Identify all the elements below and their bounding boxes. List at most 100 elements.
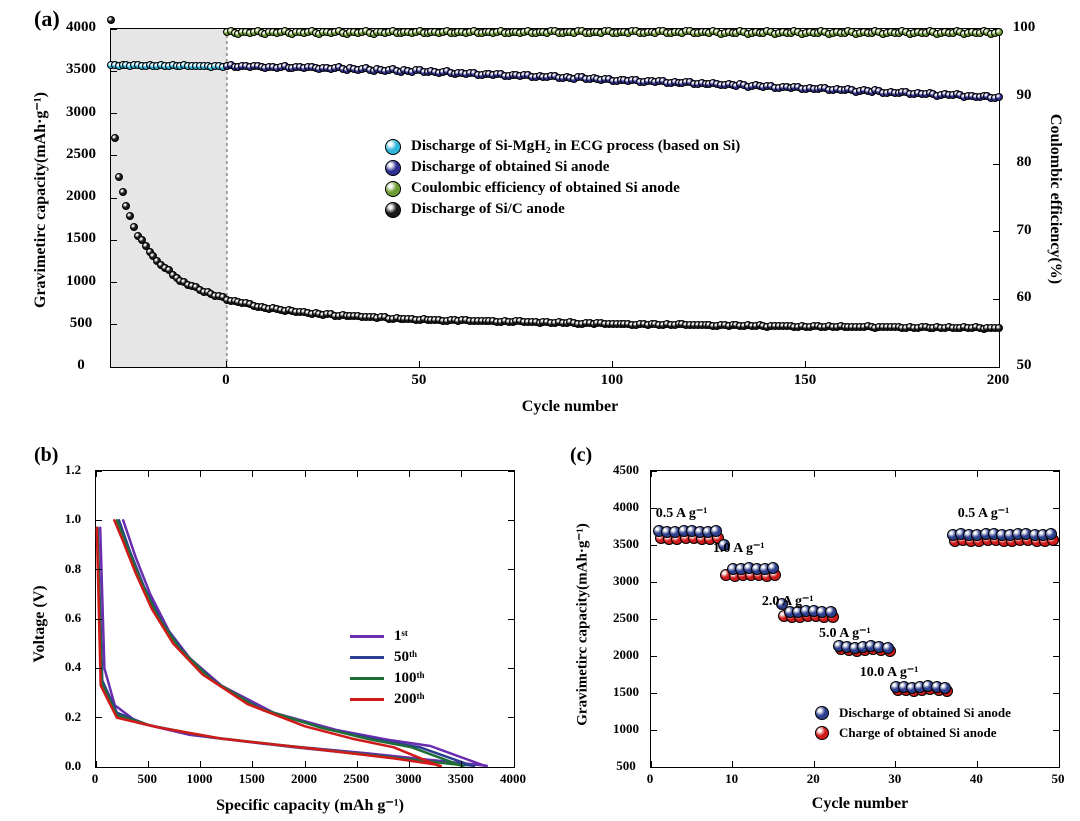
tick-label: 150 xyxy=(780,372,830,389)
tick xyxy=(148,761,149,767)
legend-line-icon xyxy=(350,698,384,701)
tick xyxy=(96,619,102,620)
rate-annotation: 10.0 A g⁻¹ xyxy=(860,664,919,681)
legend-item: 100ᵗʰ xyxy=(350,670,425,687)
tick xyxy=(419,361,420,367)
tick xyxy=(814,471,815,477)
legend-marker-icon xyxy=(815,726,829,740)
sic-point xyxy=(122,202,130,210)
tick xyxy=(651,471,657,472)
panel-b-label: (b) xyxy=(34,444,58,467)
discharge-point xyxy=(1045,528,1057,540)
tick-label: 500 xyxy=(125,771,169,787)
tick xyxy=(357,471,358,477)
tick-label: 10 xyxy=(714,771,750,787)
tick-label: 1500 xyxy=(58,230,104,247)
panel-a-yright-label: Coulombic efficiency(%) xyxy=(1046,59,1064,339)
sic-point xyxy=(119,188,127,196)
tick xyxy=(200,761,201,767)
tick xyxy=(111,240,117,241)
tick-label: 1000 xyxy=(606,721,646,737)
sic-point xyxy=(126,212,134,220)
tick-label: 80 xyxy=(1004,154,1044,171)
tick-label: 200 xyxy=(973,372,1023,389)
tick xyxy=(252,471,253,477)
discharge-point xyxy=(825,606,837,618)
tick xyxy=(96,569,102,570)
tick xyxy=(651,693,657,694)
legend-label: Coulombic efficiency of obtained Si anod… xyxy=(411,180,680,197)
tick-label: 2500 xyxy=(334,771,378,787)
tick xyxy=(409,471,410,477)
legend-item: Discharge of Si-MgH₂ in ECG process (bas… xyxy=(385,138,740,155)
tick-label: 500 xyxy=(606,758,646,774)
tick xyxy=(1053,767,1059,768)
legend-label: 50ᵗʰ xyxy=(394,649,417,666)
tick-label: 3000 xyxy=(58,104,104,121)
legend-item: 50ᵗʰ xyxy=(350,649,425,666)
tick-label: 4000 xyxy=(606,499,646,515)
curve-c1_dis xyxy=(100,528,487,766)
tick xyxy=(1053,582,1059,583)
tick xyxy=(96,471,97,477)
legend-item: Charge of obtained Si anode xyxy=(815,725,1011,741)
tick xyxy=(977,471,978,477)
tick xyxy=(508,520,514,521)
tick-label: 1500 xyxy=(230,771,274,787)
tick xyxy=(252,761,253,767)
tick xyxy=(1059,471,1060,477)
sic-point xyxy=(130,223,138,231)
tick xyxy=(1053,471,1059,472)
tick xyxy=(1053,619,1059,620)
legend-line-icon xyxy=(350,677,384,680)
panel-a-x-label: Cycle number xyxy=(450,398,690,416)
tick-label: 60 xyxy=(1004,289,1044,306)
tick-label: 90 xyxy=(1004,87,1044,104)
tick xyxy=(96,717,102,718)
tick xyxy=(651,619,657,620)
panel-b-x-label: Specific capacity (mAh g⁻¹) xyxy=(180,795,440,815)
tick-label: 100 xyxy=(1004,19,1044,36)
legend-item: 200ᵗʰ xyxy=(350,691,425,708)
tick xyxy=(1053,730,1059,731)
tick-label: 4000 xyxy=(58,19,104,36)
tick-label: 30 xyxy=(877,771,913,787)
tick-label: 3500 xyxy=(606,536,646,552)
legend-item: Discharge of Si/C anode xyxy=(385,201,740,218)
tick xyxy=(805,361,806,367)
rate-annotation: 5.0 A g⁻¹ xyxy=(819,625,871,642)
legend-marker-icon xyxy=(385,139,401,155)
tick xyxy=(508,767,514,768)
tick xyxy=(111,367,117,368)
rate-annotation: 0.5 A g⁻¹ xyxy=(656,505,708,522)
panel-b-y-label: Voltage (V) xyxy=(31,524,49,724)
tick xyxy=(514,471,515,477)
legend-label: 100ᵗʰ xyxy=(394,670,425,687)
tick xyxy=(993,231,999,232)
legend-label: Discharge of obtained Si anode xyxy=(411,159,609,176)
tick xyxy=(814,761,815,767)
tick xyxy=(111,71,117,72)
rate-annotation: 0.5 A g⁻¹ xyxy=(958,505,1010,522)
panel-c-x-label: Cycle number xyxy=(760,795,960,813)
rate-annotation: 1.0 A g⁻¹ xyxy=(713,540,765,557)
legend-marker-icon xyxy=(815,706,829,720)
legend-marker-icon xyxy=(385,160,401,176)
legend-item: Discharge of obtained Si anode xyxy=(385,159,740,176)
tick xyxy=(461,761,462,767)
tick-label: 2500 xyxy=(58,146,104,163)
tick xyxy=(111,282,117,283)
tick xyxy=(732,471,733,477)
tick-label: 2500 xyxy=(606,610,646,626)
legend-item: 1ˢᵗ xyxy=(350,628,425,645)
tick xyxy=(111,198,117,199)
tick xyxy=(651,767,657,768)
tick xyxy=(111,155,117,156)
tick xyxy=(651,545,657,546)
legend-label: 200ᵗʰ xyxy=(394,691,425,708)
tick xyxy=(148,471,149,477)
tick xyxy=(305,471,306,477)
legend-line-icon xyxy=(350,635,384,638)
tick xyxy=(651,656,657,657)
tick xyxy=(305,761,306,767)
